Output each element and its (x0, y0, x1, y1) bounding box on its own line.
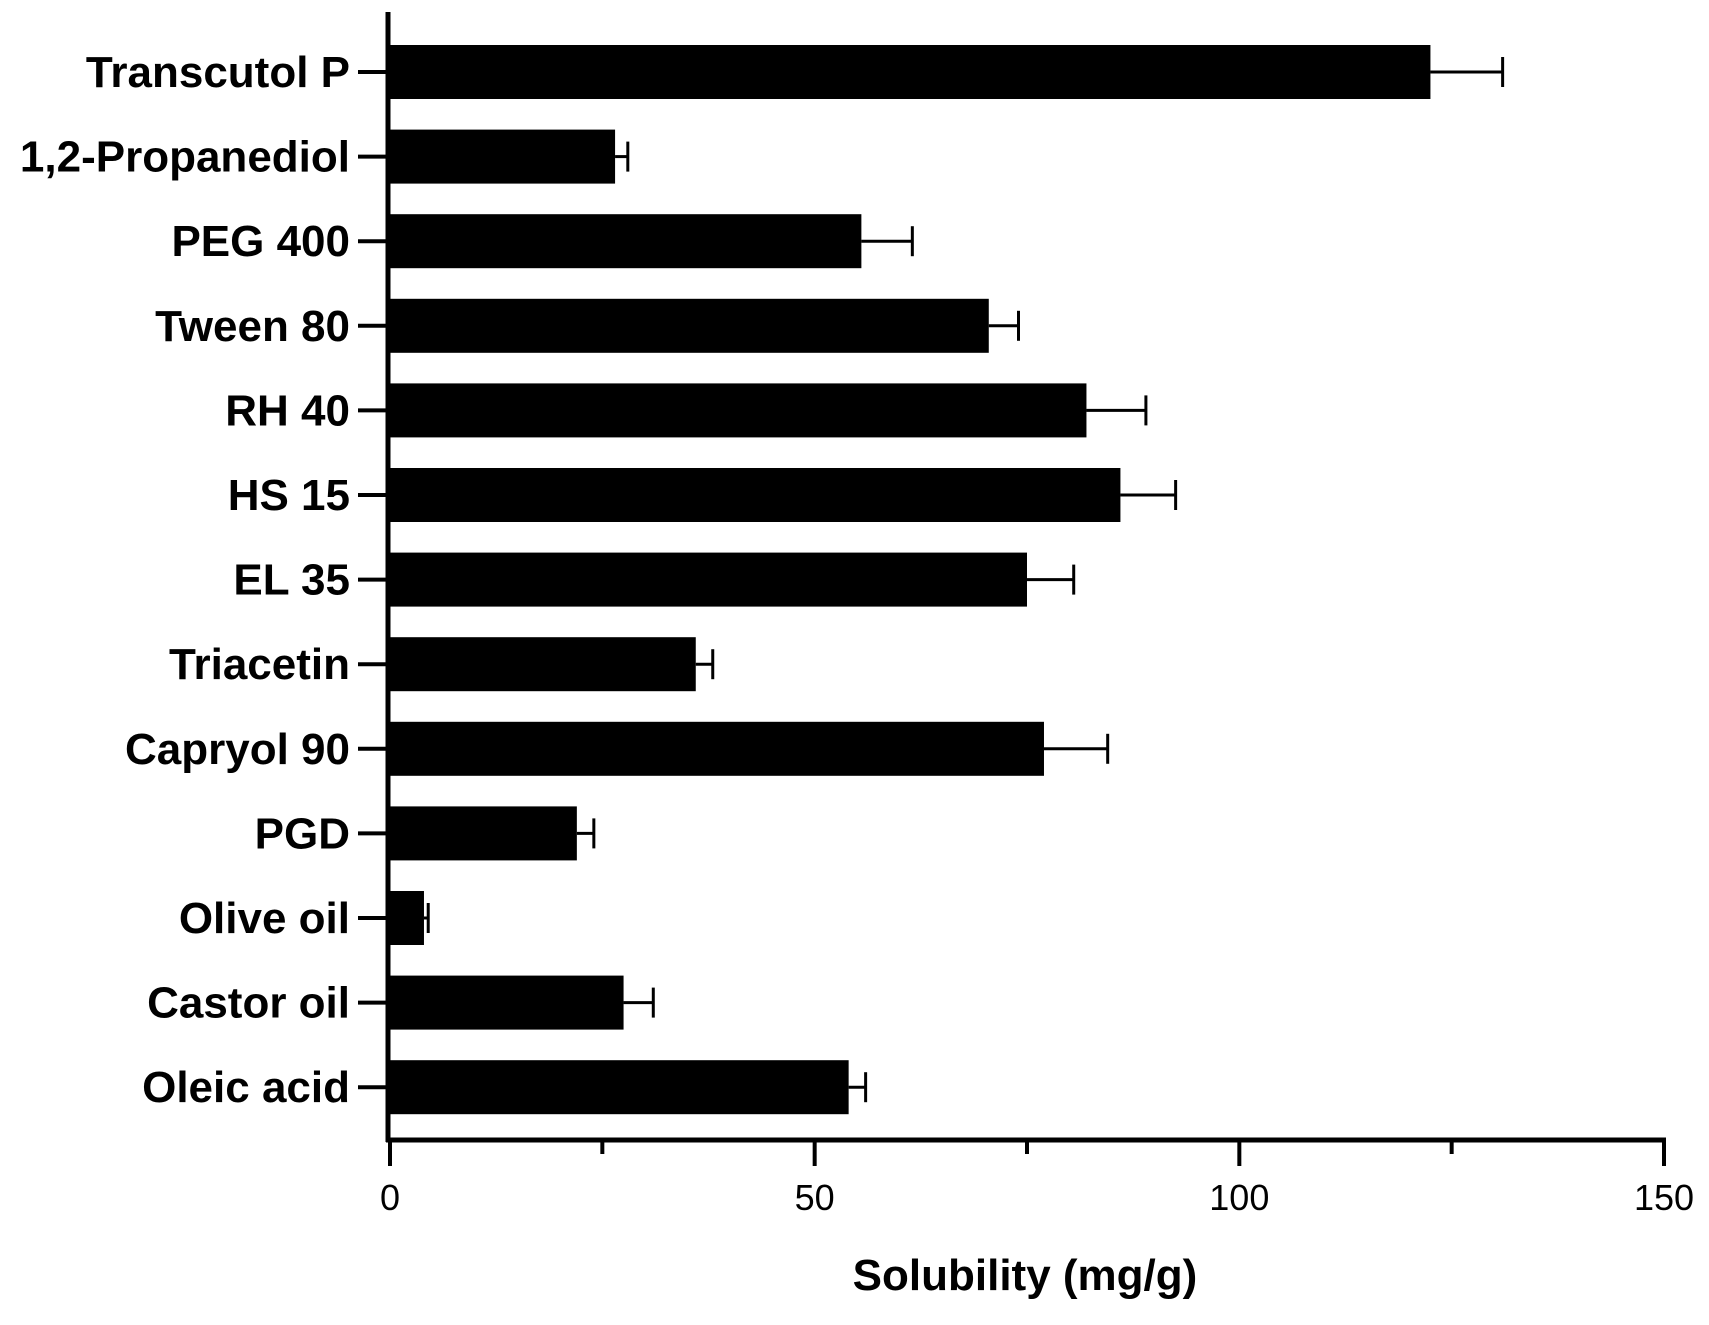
category-label: Oleic acid (142, 1063, 350, 1112)
bar (390, 552, 1027, 607)
category-label: PGD (255, 809, 350, 858)
category-label: HS 15 (228, 471, 350, 520)
axes-layer (358, 12, 1666, 1166)
bar (390, 383, 1087, 438)
bar (390, 1060, 849, 1115)
category-label: Olive oil (179, 894, 350, 943)
bar (390, 806, 577, 861)
category-label: Tween 80 (155, 302, 350, 351)
bar (390, 214, 862, 269)
bar (390, 975, 624, 1030)
bar (390, 45, 1431, 99)
bar (390, 468, 1121, 522)
category-label: Triacetin (169, 640, 350, 689)
bar (390, 298, 989, 353)
x-tick-label: 150 (1634, 1177, 1694, 1218)
category-label: Transcutol P (86, 48, 350, 97)
category-label: EL 35 (233, 556, 350, 605)
error-bars-layer (423, 57, 1505, 1103)
category-label: 1,2-Propanediol (20, 133, 350, 182)
bar (390, 721, 1044, 776)
category-label: Capryol 90 (125, 725, 350, 774)
category-label: Castor oil (147, 979, 350, 1028)
category-labels: Transcutol P 1,2-Propanediol PEG 400 Tween … (20, 48, 350, 1112)
x-tick-label: 0 (380, 1177, 400, 1218)
x-tick-labels: 0 50 100 150 (380, 1177, 1694, 1218)
bar (390, 637, 696, 692)
x-axis-title: Solubility (mg/g) (853, 1251, 1198, 1300)
bar (390, 891, 424, 945)
category-label: PEG 400 (171, 217, 350, 266)
x-tick-label: 50 (795, 1177, 835, 1218)
bar (390, 129, 616, 184)
x-tick-label: 100 (1209, 1177, 1269, 1218)
bars-layer (390, 45, 1431, 1115)
category-label: RH 40 (225, 386, 350, 435)
